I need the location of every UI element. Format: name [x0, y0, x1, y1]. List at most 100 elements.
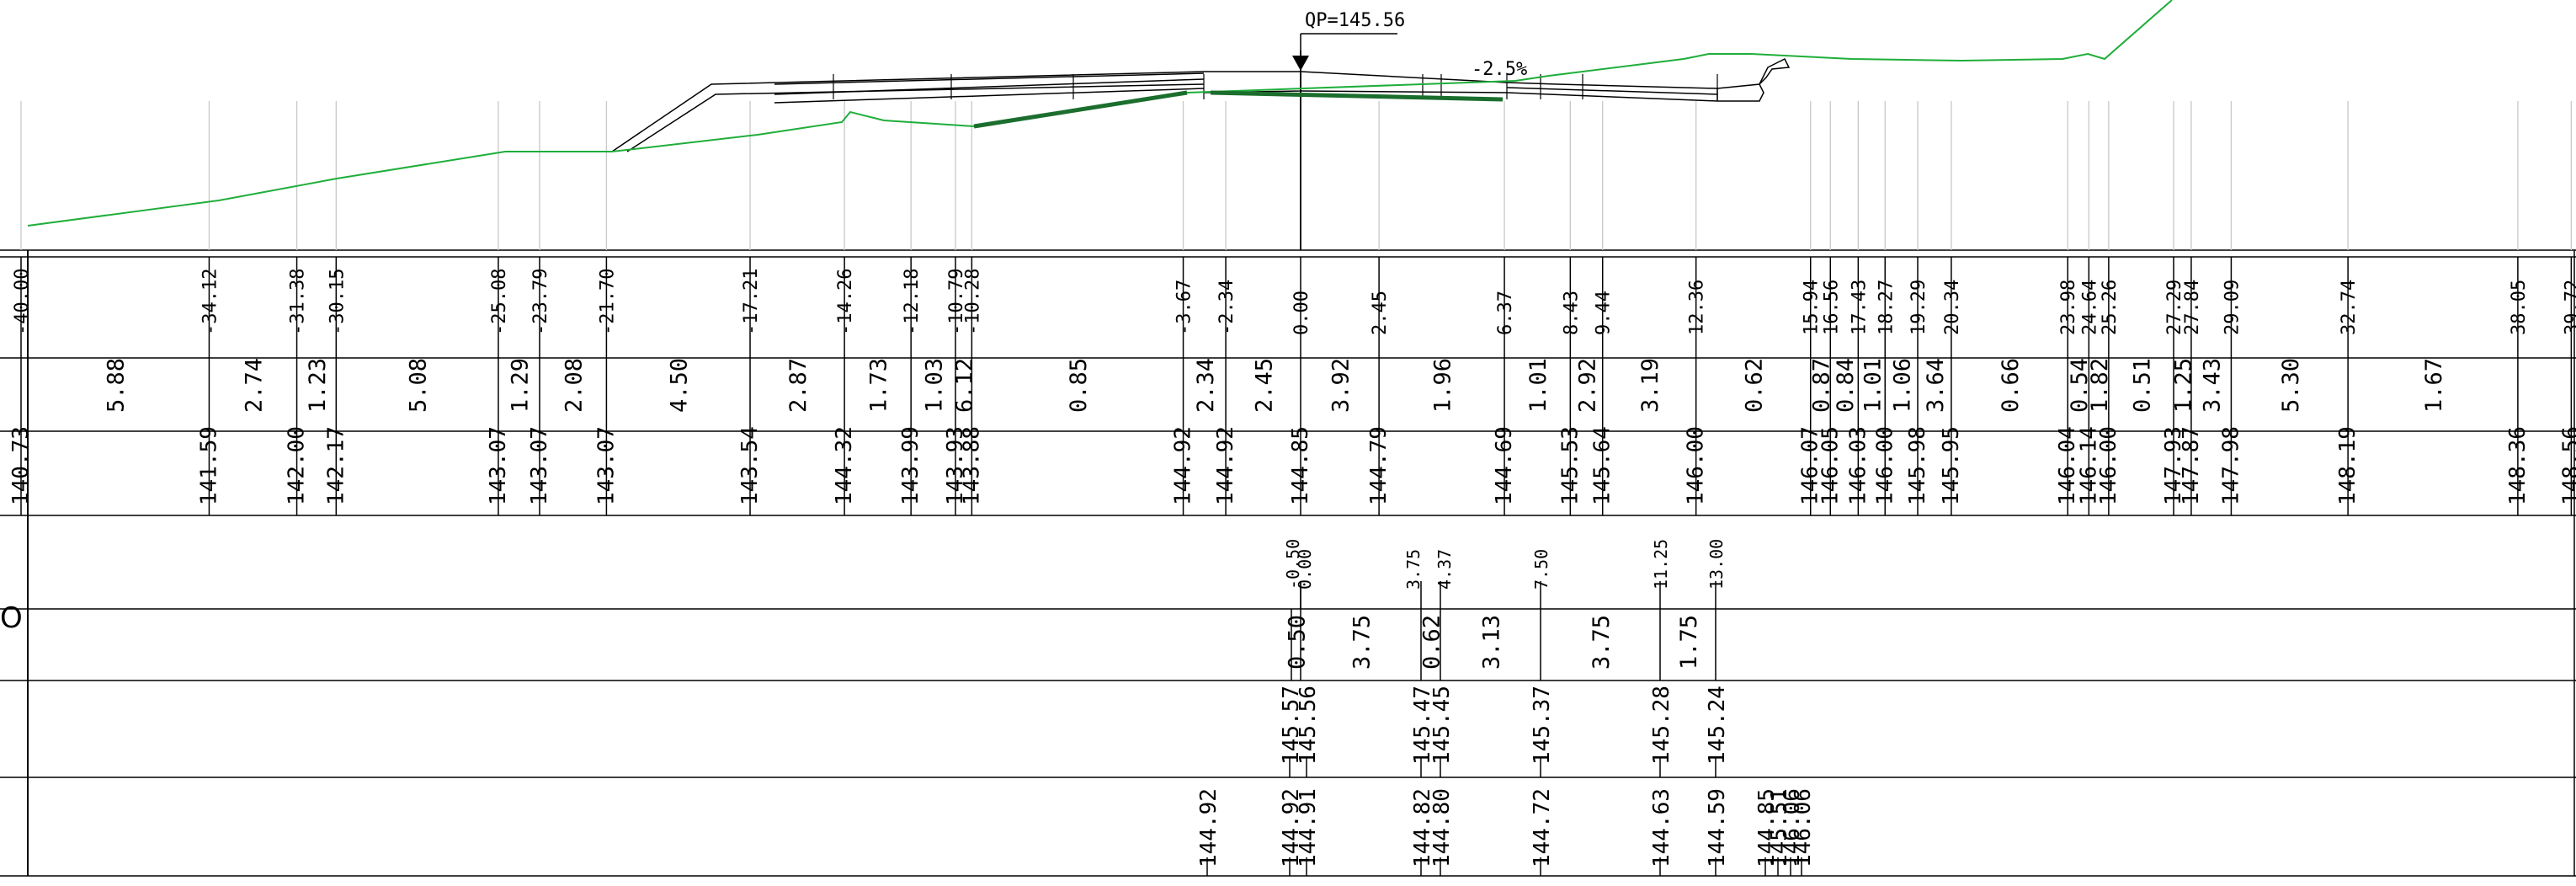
subgrade-elevation-label: 144.92 — [1279, 788, 1304, 867]
subgrade-elevation-label: 144.63 — [1649, 788, 1674, 867]
offset-label: 8.43 — [1561, 291, 1582, 335]
offset-label: 19.29 — [1908, 280, 1929, 335]
ground-elev-label: 146.00 — [2096, 426, 2121, 505]
subgrade-elevation-label: 144.72 — [1530, 788, 1555, 867]
offset-ticks — [20, 101, 2573, 876]
distance-label: 1.03 — [922, 358, 948, 413]
offset-label: -23.79 — [530, 269, 551, 335]
road-layer — [611, 71, 1205, 152]
offset-label: 6.37 — [1495, 291, 1516, 335]
ground-elev-label: 144.92 — [1171, 426, 1196, 505]
ground-elev-label: 146.04 — [2055, 426, 2080, 505]
offset-label: 9.44 — [1594, 291, 1615, 335]
offset-label: 24.64 — [2079, 280, 2100, 335]
distance-label: 0.85 — [1066, 358, 1092, 413]
distance-label: 0.51 — [2129, 358, 2155, 413]
distance-label: 3.92 — [1328, 358, 1355, 413]
offset-label: 27.29 — [2164, 280, 2185, 335]
offset-label: 12.36 — [1687, 280, 1708, 335]
ground-elev-label: 144.69 — [1492, 426, 1517, 505]
subgrade-elevation-label: 146.06 — [1780, 788, 1805, 867]
design-offset-label: 3.75 — [1403, 549, 1424, 590]
ground-elev-label: 144.85 — [1288, 426, 1313, 505]
design-offset-label: 11.25 — [1651, 539, 1671, 590]
offset-label: 0.00 — [1291, 291, 1312, 335]
ground-profile — [27, 0, 2173, 227]
distance-label: 2.08 — [562, 358, 588, 413]
ground-elev-label: 146.07 — [1798, 426, 1823, 505]
row-label-o: O — [0, 601, 23, 635]
distance-label: 3.19 — [1637, 358, 1663, 413]
distance-label: 1.25 — [2170, 358, 2196, 413]
ground-elev-label: 146.00 — [1684, 426, 1709, 505]
offset-label: 38.05 — [2509, 280, 2530, 335]
distance-label: 1.96 — [1430, 358, 1456, 413]
offset-label: 17.43 — [1849, 280, 1870, 335]
design-offset-label: -0.50 — [1283, 539, 1303, 590]
offset-label: 18.27 — [1876, 280, 1897, 335]
ground-elev-label: 140.73 — [8, 426, 34, 505]
distance-label: 5.08 — [406, 358, 432, 413]
offset-label: 15.94 — [1802, 280, 1823, 335]
qp-triangle — [1292, 56, 1309, 71]
ground-elev-label: 142.17 — [323, 426, 349, 505]
ground-elev-label: 148.56 — [2558, 426, 2576, 505]
ground-elev-label: 145.95 — [1939, 426, 1964, 505]
distance-label: 0.54 — [2067, 358, 2093, 413]
offset-label: 20.34 — [1942, 280, 1963, 335]
subgrade-elevation-label: 144.91 — [1296, 788, 1321, 867]
ground-elev-label: 143.99 — [898, 426, 923, 505]
distance-label: 3.43 — [2200, 358, 2226, 413]
offset-label: -10.79 — [946, 269, 967, 335]
road-layer — [774, 72, 1205, 85]
offset-label: -30.15 — [327, 269, 348, 335]
ground-elev-label: 143.07 — [593, 426, 619, 505]
offset-label: -25.08 — [489, 269, 510, 335]
distance-label: 0.66 — [1998, 358, 2024, 413]
design-offset-label: 7.50 — [1531, 549, 1551, 590]
road-layer — [626, 83, 1205, 152]
design-distance-label: 3.75 — [1349, 615, 1376, 670]
ground-elev-label: 147.98 — [2218, 426, 2243, 505]
road-layer — [774, 88, 1205, 104]
design-distance-label: 1.75 — [1676, 615, 1702, 670]
offset-label: -31.38 — [288, 269, 309, 335]
distance-label: 1.06 — [1890, 358, 1916, 413]
ground-elev-label: 146.14 — [2076, 426, 2101, 505]
ground-elev-label: 147.93 — [2161, 426, 2186, 505]
design-offset-label: 4.37 — [1434, 549, 1455, 590]
offset-label: 25.26 — [2100, 280, 2121, 335]
design-distance-label: 0.50 — [1285, 615, 1311, 670]
distance-label: 2.34 — [1193, 358, 1219, 413]
offset-label: 27.84 — [2182, 280, 2203, 335]
design-elevation-label: 145.57 — [1279, 686, 1304, 765]
subgrade-elevation-label: 144.80 — [1429, 788, 1455, 867]
distance-label: 1.73 — [866, 358, 892, 413]
design-elevation-label: 145.24 — [1705, 686, 1730, 765]
offset-label: -17.21 — [741, 269, 762, 335]
subgrade-elevation-label: 144.85 — [1754, 788, 1780, 867]
distance-label: 1.29 — [507, 358, 533, 413]
ground-elev-label: 143.54 — [737, 426, 763, 505]
ground-elev-label: 143.93 — [943, 426, 968, 505]
distance-label: 5.30 — [2278, 358, 2304, 413]
slope-label: -2.5% — [1472, 59, 1528, 80]
ground-elev-label: 144.79 — [1366, 426, 1392, 505]
road-structure — [611, 33, 1791, 250]
design-elevation-label: 145.37 — [1530, 686, 1555, 765]
design-offset-label: 13.00 — [1706, 539, 1727, 590]
ground-elev-label: 143.07 — [527, 426, 552, 505]
ground-elev-label: 143.07 — [486, 426, 511, 505]
ground-elev-label: 143.88 — [959, 426, 984, 505]
ground-elev-label: 142.00 — [285, 426, 310, 505]
distance-label: 2.45 — [1252, 358, 1278, 413]
ground-elev-label: 145.64 — [1590, 426, 1615, 505]
offset-label: -21.70 — [597, 269, 618, 335]
distance-label: 1.67 — [2421, 358, 2447, 413]
offset-label: -40.00 — [12, 269, 33, 335]
offset-label: -10.28 — [962, 269, 983, 335]
table-labels: -40.00 140.73 -34.12 141.59 -31.38 142.00 -30.… — [8, 269, 2576, 867]
ground-elev-label: 148.19 — [2335, 426, 2360, 505]
distance-label: 5.88 — [104, 358, 130, 413]
